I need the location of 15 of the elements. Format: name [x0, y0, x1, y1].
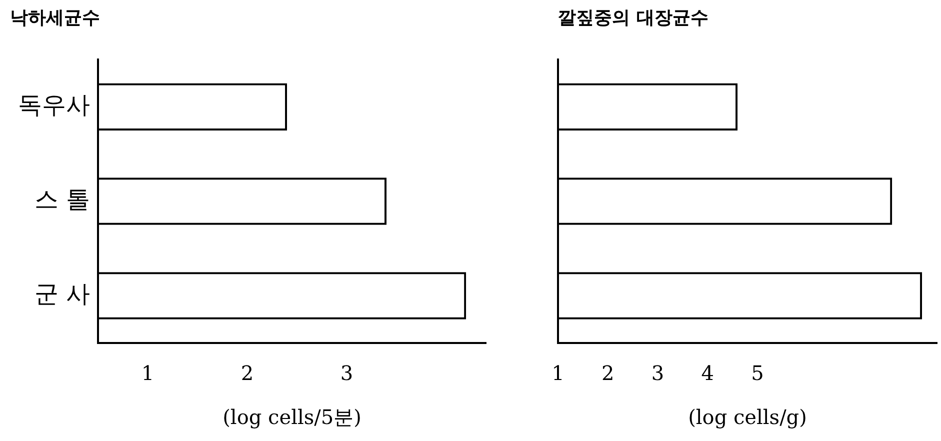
- chart-title: 낙하세균수: [10, 7, 100, 28]
- x-axis-title: (log cells/g): [688, 405, 807, 430]
- chart-title: 깔짚중의 대장균수: [558, 7, 708, 28]
- x-tick-label: 1: [552, 361, 564, 386]
- x-tick-label: 5: [751, 361, 764, 386]
- y-tick-label: 독우사: [18, 91, 90, 120]
- y-tick-label: 군 사: [34, 280, 90, 308]
- x-tick-label: 1: [141, 361, 154, 386]
- x-tick-label: 4: [701, 361, 714, 386]
- x-tick-label: 3: [340, 361, 354, 386]
- x-axis-title: (log cells/5분): [222, 405, 362, 430]
- x-tick-label: 2: [602, 361, 614, 386]
- x-tick-label: 3: [651, 361, 664, 386]
- y-tick-label: 스 톨: [34, 186, 90, 214]
- x-tick-label: 2: [240, 361, 254, 386]
